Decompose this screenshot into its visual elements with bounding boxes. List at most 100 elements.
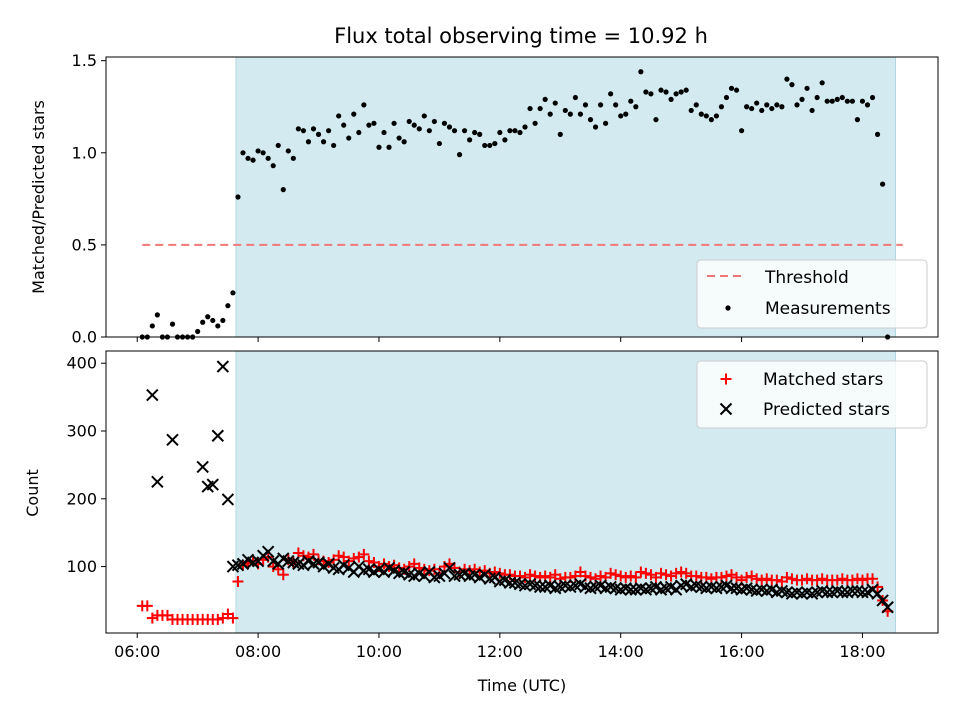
bottom-legend-box <box>696 360 928 429</box>
predicted-star-point <box>151 475 164 489</box>
measurement-point <box>849 98 855 104</box>
measurement-point <box>728 85 735 91</box>
measurement-point <box>290 155 296 161</box>
predicted-star-point <box>443 561 456 575</box>
x-tick-label: 08:00 <box>235 642 281 661</box>
measurement-point <box>260 150 266 156</box>
measurement-point <box>351 111 357 117</box>
measurement-point <box>255 148 261 154</box>
top-x-axis <box>136 337 863 342</box>
measurement-point <box>618 113 624 119</box>
measurement-point <box>240 150 246 156</box>
measurement-point <box>527 105 533 112</box>
measurement-point <box>698 111 704 117</box>
bottom-y-tick-label: 100 <box>66 557 97 576</box>
measurement-point <box>749 105 755 112</box>
legend-matched-label: Matched stars <box>763 370 883 390</box>
measurement-point <box>502 137 508 143</box>
predicted-star-point <box>221 493 235 506</box>
bottom-plot-frame <box>105 350 939 634</box>
top-y-tick-label: 1.0 <box>72 143 97 162</box>
matched-star-point <box>610 569 622 581</box>
measurement-point <box>759 107 765 114</box>
top-y-tick-label: 0.0 <box>72 328 97 347</box>
matched-star-point <box>756 574 768 586</box>
measurement-point <box>779 104 785 110</box>
matched-star-point <box>141 600 153 612</box>
top-legend: Threshold Measurements <box>696 259 928 329</box>
bottom-y-axis-label: Count <box>23 469 42 517</box>
measurement-point <box>718 104 725 110</box>
measurement-point <box>391 120 397 126</box>
measurement-point <box>295 126 301 132</box>
measurement-point <box>582 102 589 108</box>
measurement-point <box>421 113 427 119</box>
measurement-point <box>658 87 664 93</box>
matched-star-point <box>675 566 687 578</box>
measurement-point <box>361 102 367 108</box>
predicted-star-point <box>846 584 859 598</box>
predicted-star-point <box>876 594 889 607</box>
measurement-point <box>864 102 871 108</box>
measurement-point <box>874 131 881 137</box>
measurement-point <box>547 111 553 117</box>
legend-threshold-label: Threshold <box>764 268 849 288</box>
measurement-point <box>854 117 861 123</box>
legend-matched-marker <box>720 373 732 385</box>
measurement-point <box>880 181 886 187</box>
predicted-star-point <box>624 583 637 596</box>
matched-star-point <box>635 566 647 578</box>
measurement-point <box>497 129 503 136</box>
measurement-point <box>461 128 468 134</box>
measurement-point <box>829 98 835 104</box>
measurement-point <box>628 98 634 104</box>
measurement-point <box>396 135 402 141</box>
measurement-point <box>366 122 372 128</box>
measurement-point <box>416 126 422 132</box>
predicted-star-point <box>856 586 869 599</box>
measurement-point <box>522 124 528 130</box>
matched-star-point <box>660 569 672 581</box>
measurement-point <box>456 152 463 158</box>
measurement-point <box>663 89 669 95</box>
measurement-point <box>356 129 362 136</box>
x-tick-label: 12:00 <box>477 642 523 661</box>
measurement-point <box>446 124 453 130</box>
measurement-point <box>608 91 614 97</box>
matched-star-point <box>227 612 239 624</box>
measurement-point <box>678 89 684 95</box>
measurement-point <box>869 94 876 101</box>
predicted-star-point <box>725 582 738 595</box>
measurement-point <box>784 76 790 82</box>
matched-star-point <box>851 573 863 585</box>
matched-star-point <box>816 573 828 585</box>
measurement-point <box>708 117 714 123</box>
legend-predicted-marker <box>719 402 733 416</box>
predicted-star-point <box>196 460 209 474</box>
bottom-y-tick-label: 300 <box>66 421 97 440</box>
measurement-point <box>381 129 387 136</box>
matched-star-point <box>655 567 667 579</box>
measurement-point <box>477 131 483 137</box>
legend-matched-swatch <box>720 373 732 385</box>
measurement-point <box>638 69 644 75</box>
measurement-point <box>235 194 241 200</box>
measurement-point <box>482 142 488 149</box>
measurement-point <box>225 303 231 309</box>
measurement-point <box>149 323 155 329</box>
predicted-star-point <box>216 360 230 373</box>
top-y-tick-label: 1.5 <box>72 51 97 70</box>
measurement-point <box>220 317 226 324</box>
measurement-point <box>794 102 800 108</box>
measurement-point <box>567 111 573 117</box>
matched-star-point <box>796 574 808 586</box>
measurement-point <box>205 314 211 320</box>
measurement-point <box>643 89 649 95</box>
matched-star-point <box>751 573 763 585</box>
measurement-point <box>487 142 493 149</box>
measurement-point <box>542 96 548 102</box>
measurement-point <box>336 113 342 119</box>
measurement-point <box>441 120 448 126</box>
x-tick-label: 14:00 <box>598 642 644 661</box>
measurement-point <box>230 290 236 296</box>
